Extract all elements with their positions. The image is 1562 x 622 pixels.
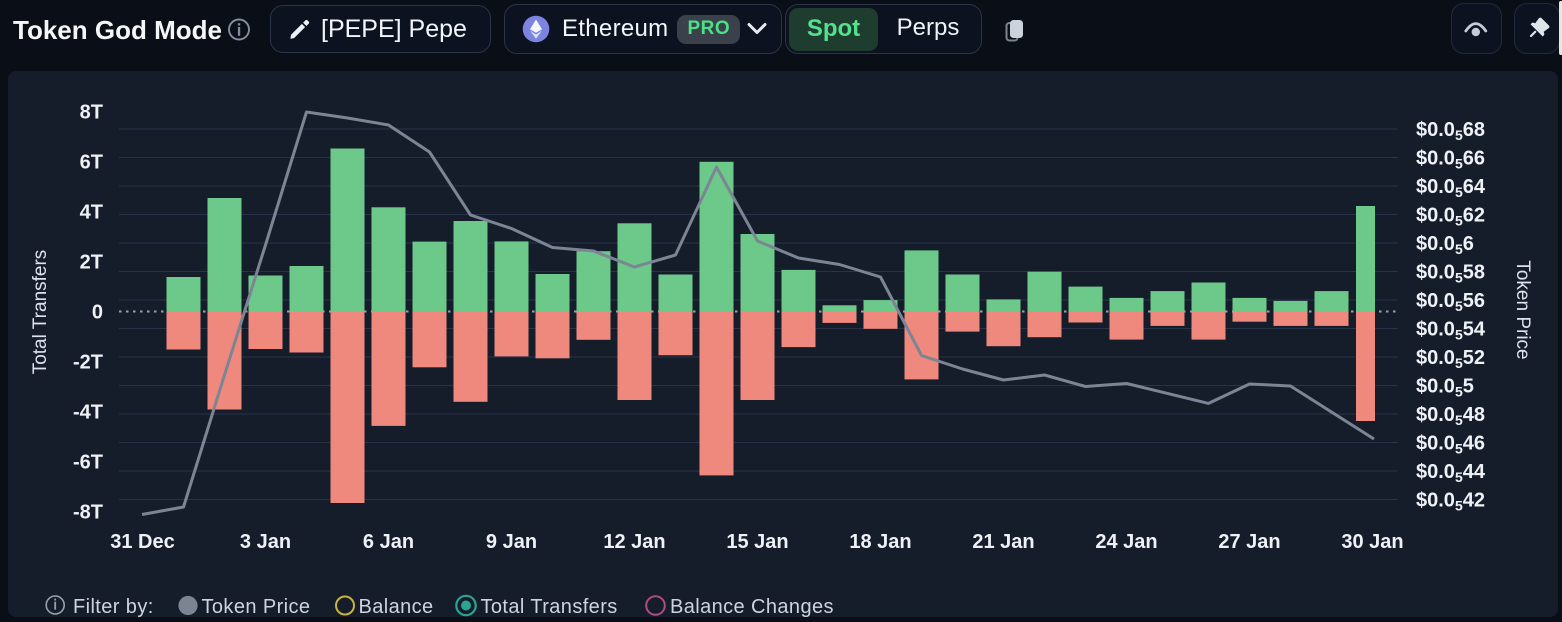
svg-text:$0.0568: $0.0568 xyxy=(1416,119,1485,143)
svg-text:$0.0544: $0.0544 xyxy=(1416,461,1486,485)
svg-text:Token Price: Token Price xyxy=(202,596,311,618)
svg-text:24 Jan: 24 Jan xyxy=(1095,531,1157,553)
svg-text:30 Jan: 30 Jan xyxy=(1341,531,1403,553)
svg-text:8T: 8T xyxy=(80,102,103,124)
svg-text:$0.0564: $0.0564 xyxy=(1416,176,1486,200)
svg-text:15 Jan: 15 Jan xyxy=(726,531,788,553)
svg-text:$0.0548: $0.0548 xyxy=(1416,404,1485,428)
svg-text:Balance: Balance xyxy=(359,596,434,618)
svg-text:$0.0542: $0.0542 xyxy=(1416,490,1485,514)
svg-text:2T: 2T xyxy=(80,252,103,274)
svg-text:18 Jan: 18 Jan xyxy=(849,531,911,553)
svg-text:$0.0546: $0.0546 xyxy=(1416,433,1485,457)
svg-text:$0.0566: $0.0566 xyxy=(1416,148,1485,172)
svg-text:$0.0556: $0.0556 xyxy=(1416,290,1485,314)
svg-text:$0.0552: $0.0552 xyxy=(1416,347,1485,371)
svg-text:-2T: -2T xyxy=(73,352,103,374)
svg-text:$0.0554: $0.0554 xyxy=(1416,319,1486,343)
svg-text:31 Dec: 31 Dec xyxy=(110,531,175,553)
svg-text:Total Transfers: Total Transfers xyxy=(30,250,51,375)
svg-text:6T: 6T xyxy=(80,152,103,174)
svg-text:-6T: -6T xyxy=(73,452,103,474)
svg-text:4T: 4T xyxy=(80,202,103,224)
svg-text:12 Jan: 12 Jan xyxy=(603,531,665,553)
svg-text:3 Jan: 3 Jan xyxy=(240,531,291,553)
svg-text:-8T: -8T xyxy=(73,502,103,524)
svg-text:9 Jan: 9 Jan xyxy=(486,531,537,553)
svg-text:$0.0562: $0.0562 xyxy=(1416,205,1485,229)
svg-text:Balance Changes: Balance Changes xyxy=(670,596,834,618)
svg-text:$0.0558: $0.0558 xyxy=(1416,262,1485,286)
svg-text:Filter by:: Filter by: xyxy=(73,596,154,618)
svg-text:0: 0 xyxy=(92,302,103,324)
svg-text:$0.056: $0.056 xyxy=(1416,233,1474,257)
svg-text:6 Jan: 6 Jan xyxy=(363,531,414,553)
svg-text:27 Jan: 27 Jan xyxy=(1218,531,1280,553)
svg-text:-4T: -4T xyxy=(73,402,103,424)
svg-text:$0.055: $0.055 xyxy=(1416,376,1474,400)
svg-text:Total Transfers: Total Transfers xyxy=(481,596,618,618)
svg-text:Token Price: Token Price xyxy=(1512,260,1533,359)
svg-text:21 Jan: 21 Jan xyxy=(972,531,1034,553)
